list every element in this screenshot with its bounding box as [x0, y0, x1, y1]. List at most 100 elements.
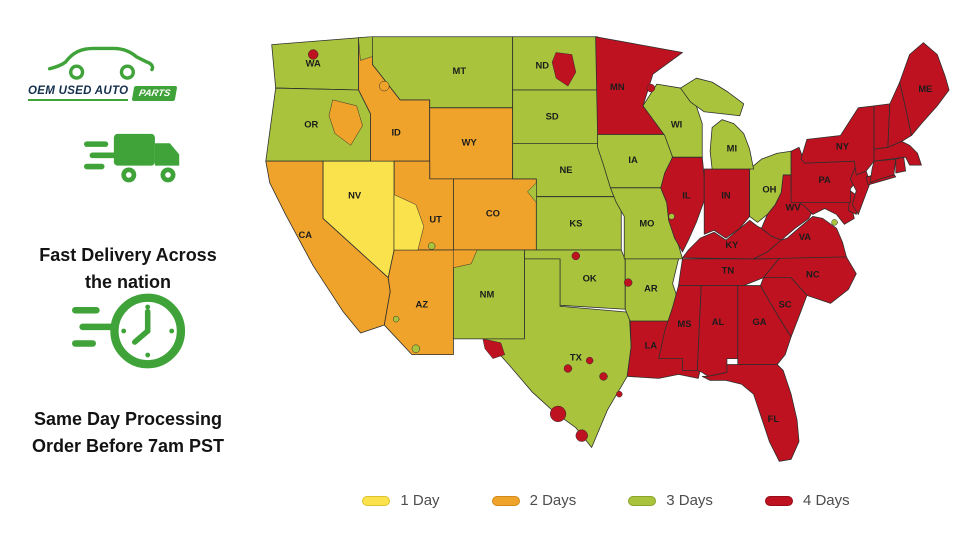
state-label-MI: MI — [727, 143, 737, 153]
state-WI — [642, 83, 703, 158]
clock-tick — [121, 328, 127, 334]
legend-label-1day: 1 Day — [400, 492, 440, 509]
legend-item-3days: 3 Days — [628, 492, 713, 509]
processing-line2: Order Before 7am PST — [31, 436, 225, 456]
car-logo-icon — [47, 46, 155, 80]
subregion — [551, 52, 577, 87]
state-label-CA: CA — [299, 230, 313, 240]
state-label-CO: CO — [486, 208, 500, 218]
state-label-SD: SD — [546, 112, 559, 122]
truck-wheel-hub — [165, 172, 171, 178]
subregion — [393, 194, 425, 251]
subregion — [599, 372, 608, 381]
subregions — [308, 36, 838, 442]
speed-line — [84, 141, 109, 147]
truck-wheel-hub — [126, 172, 132, 178]
state-label-TN: TN — [722, 266, 735, 276]
state-label-WV: WV — [786, 203, 802, 213]
subregion — [831, 219, 838, 226]
fast-delivery-line2: the nation — [85, 272, 171, 292]
truck-body — [113, 133, 155, 166]
subregion — [563, 364, 573, 373]
subregion — [358, 36, 373, 61]
subregion — [616, 390, 623, 398]
processing-clock-icon — [72, 293, 186, 369]
state-label-TX: TX — [570, 353, 583, 363]
state-label-OH: OH — [762, 185, 776, 195]
subregion — [427, 242, 436, 250]
state-label-FL: FL — [768, 414, 780, 424]
legend-swatch-4days — [764, 495, 793, 506]
map-region: WA OR CA NV ID MT WY UT AZ CO NM ND SD NE KS OK TX MN IA MO… — [250, 28, 956, 472]
state-label-IA: IA — [628, 155, 638, 165]
legend-label-4days: 4 Days — [802, 492, 850, 509]
state-label-WA: WA — [306, 58, 321, 68]
state-VA — [753, 216, 847, 260]
speed-line — [72, 307, 100, 314]
legend-swatch-3days — [628, 495, 657, 506]
legend-item-2days: 2 Days — [491, 492, 576, 509]
state-label-WY: WY — [462, 137, 478, 147]
subregion — [575, 429, 588, 442]
state-label-LA: LA — [645, 341, 658, 351]
state-label-AZ: AZ — [416, 299, 429, 309]
legend-swatch-1day — [362, 495, 391, 506]
subregion — [668, 213, 675, 220]
states — [265, 36, 950, 462]
state-NC — [763, 255, 857, 304]
legend-swatch-2days — [491, 495, 520, 506]
state-label-NE: NE — [559, 165, 572, 175]
processing-text: Same Day Processing Order Before 7am PST — [0, 406, 256, 460]
state-label-ID: ID — [391, 127, 401, 137]
state-label-NV: NV — [348, 191, 362, 201]
processing-line1: Same Day Processing — [33, 409, 223, 429]
subregion — [453, 249, 478, 269]
state-label-OR: OR — [304, 120, 318, 130]
delivery-truck-icon — [84, 133, 180, 183]
state-label-GA: GA — [752, 317, 766, 327]
state-label-MN: MN — [610, 82, 625, 92]
clock-tick — [145, 352, 151, 358]
state-label-AR: AR — [644, 283, 658, 293]
legend-item-1day: 1 Day — [362, 492, 440, 509]
state-label-PA: PA — [819, 175, 832, 185]
subregion — [308, 49, 319, 60]
state-label-NM: NM — [480, 289, 495, 299]
legend-label-3days: 3 Days — [666, 492, 713, 509]
car-wheel — [119, 64, 135, 80]
subregion — [571, 251, 581, 261]
legend-item-4days: 4 Days — [764, 492, 850, 509]
state-label-NY: NY — [836, 141, 850, 151]
clock-tick — [169, 328, 175, 334]
state-label-ME: ME — [918, 84, 932, 94]
state-FL — [701, 364, 800, 462]
state-label-WI: WI — [671, 120, 682, 130]
fast-delivery-line1: Fast Delivery Across — [39, 245, 217, 265]
car-wheel — [69, 64, 85, 80]
state-NJ — [849, 164, 871, 215]
subregion — [392, 315, 400, 323]
state-label-UT: UT — [429, 214, 442, 224]
state-label-NC: NC — [806, 270, 820, 280]
map-legend: 1 Day 2 Days 3 Days 4 Days — [256, 492, 956, 509]
clock-tick — [145, 304, 151, 310]
state-labels: WA OR CA NV ID MT WY UT AZ CO NM ND SD NE KS OK TX MN IA MO… — [299, 58, 933, 423]
state-AL — [696, 285, 739, 377]
subregion — [328, 99, 363, 146]
subregion — [527, 182, 537, 203]
state-label-KS: KS — [569, 218, 582, 228]
subregion — [585, 356, 594, 365]
state-RI — [895, 156, 907, 174]
subregion — [623, 278, 633, 287]
state-label-IN: IN — [721, 191, 731, 201]
clock-hour-hand — [132, 328, 151, 345]
brand-name: OEM USED AUTO — [28, 85, 129, 101]
brand-text-row: OEM USED AUTO PARTS — [28, 85, 198, 101]
state-label-SC: SC — [779, 299, 792, 309]
state-label-MT: MT — [453, 66, 467, 76]
state-VT — [873, 103, 891, 150]
brand-badge: PARTS — [132, 85, 179, 101]
subregion — [549, 405, 567, 423]
speed-line — [89, 152, 122, 159]
